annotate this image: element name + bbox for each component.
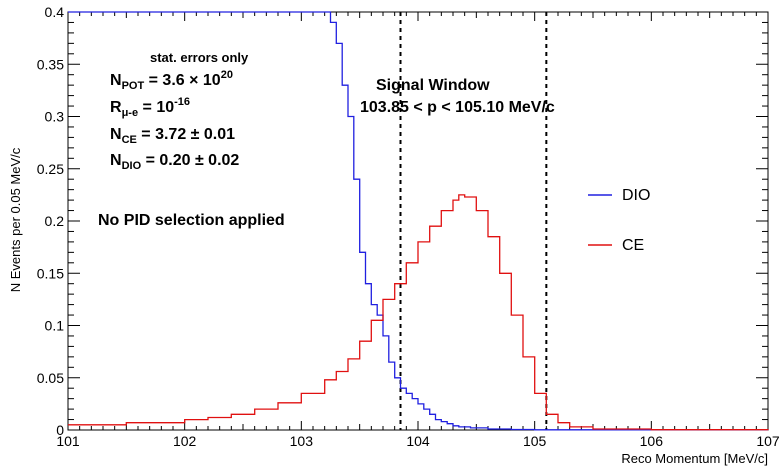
y-tick-label: 0.2 (45, 213, 65, 229)
y-tick-labels: 0 0.05 0.1 0.15 0.2 0.25 0.3 0.35 0.4 (37, 4, 64, 438)
y-tick-label: 0.3 (45, 109, 65, 125)
y-tick-label: 0.25 (37, 161, 64, 177)
axis-ticks (67, 11, 769, 431)
signal-window-range: 103.85 < p < 105.10 MeV/c (360, 99, 555, 116)
nce-annotation: NCE = 3.72 ± 0.01 (110, 126, 235, 146)
x-tick-label: 104 (406, 433, 430, 449)
y-tick-label: 0.35 (37, 56, 64, 72)
x-tick-labels: 101 102 103 104 105 106 107 (56, 433, 780, 449)
x-tick-label: 102 (173, 433, 197, 449)
x-axis-title: Reco Momentum [MeV/c] (621, 451, 768, 466)
y-tick-label: 0.1 (45, 318, 65, 334)
x-tick-label: 103 (290, 433, 314, 449)
npot-annotation: NPOT = 3.6 × 1020 (110, 69, 233, 92)
x-tick-label: 105 (523, 433, 547, 449)
r-mu-e-annotation: Rμ-e = 10-16 (110, 96, 190, 119)
x-tick-label: 107 (756, 433, 780, 449)
ndio-annotation: NDIO = 0.20 ± 0.02 (110, 152, 239, 172)
x-tick-label: 106 (640, 433, 664, 449)
legend-ce-label: CE (622, 237, 644, 254)
series-lines (68, 11, 769, 431)
stat-errors-label: stat. errors only (150, 50, 249, 65)
y-tick-label: 0 (56, 422, 64, 438)
signal-window-lines (399, 12, 548, 430)
series-dio-line (68, 11, 769, 431)
legend-dio-label: DIO (622, 187, 650, 204)
y-axis-title: N Events per 0.05 MeV/c (8, 147, 23, 292)
y-tick-label: 0.05 (37, 370, 64, 386)
y-tick-label: 0.4 (45, 4, 65, 20)
series-ce-line (68, 194, 769, 431)
y-tick-label: 0.15 (37, 265, 64, 281)
x-tick-label: 101 (56, 433, 80, 449)
pid-note: No PID selection applied (98, 212, 285, 229)
signal-window-title: Signal Window (376, 77, 490, 94)
